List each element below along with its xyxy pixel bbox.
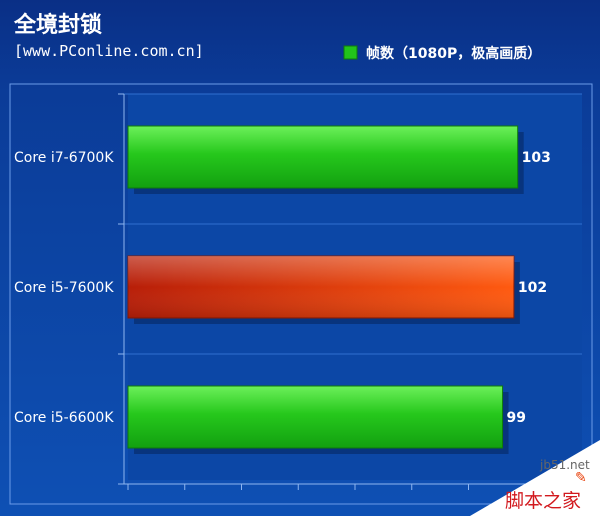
watermark-logo-icon: ✎ xyxy=(575,470,587,486)
bar xyxy=(127,125,519,189)
legend-label: 帧数（1080P，极高画质） xyxy=(366,45,541,62)
value-label: 103 xyxy=(522,150,551,166)
x-axis-ticks xyxy=(118,93,583,490)
legend-swatch xyxy=(343,45,358,60)
plot-frame xyxy=(9,83,593,505)
chart-source: [www.PConline.com.cn] xyxy=(14,42,204,60)
category-label: Core i5-6600K xyxy=(14,410,114,426)
value-label: 99 xyxy=(507,410,526,426)
bar-shine xyxy=(128,256,514,318)
watermark-brand: 脚本之家 xyxy=(505,490,581,512)
category-label: Core i7-6700K xyxy=(14,150,114,166)
watermark-corner xyxy=(470,440,600,516)
chart-title: 全境封锁 xyxy=(13,12,102,38)
category-labels: Core i7-6700K Core i5-7600K Core i5-6600K xyxy=(14,150,114,426)
bars-group xyxy=(127,125,524,454)
value-label: 102 xyxy=(518,280,547,296)
watermark-site: jb51.net xyxy=(539,458,590,472)
category-label: Core i5-7600K xyxy=(14,280,114,296)
bar xyxy=(127,385,504,449)
value-labels: 103 102 99 xyxy=(507,150,551,426)
